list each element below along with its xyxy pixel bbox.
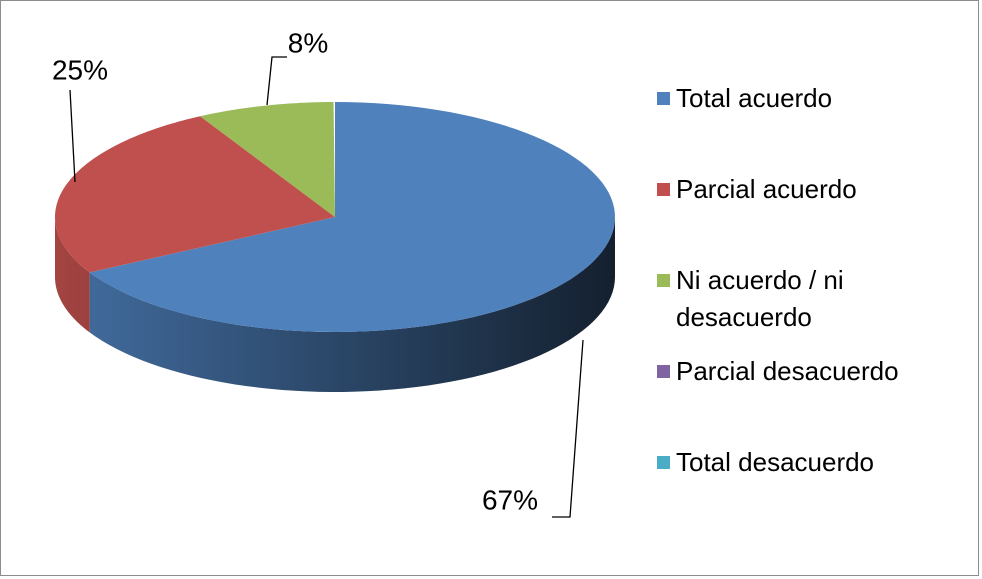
leader-line (266, 56, 287, 106)
legend-swatch (657, 183, 670, 196)
data-label: 25% (52, 54, 108, 85)
data-label: 8% (288, 27, 328, 58)
slice (200, 102, 335, 217)
data-label: 67% (482, 484, 538, 515)
legend-swatch (657, 456, 670, 469)
slice (55, 116, 335, 273)
legend-label: Total acuerdo (676, 83, 833, 113)
slice-side (55, 217, 90, 333)
legend-swatch (657, 92, 670, 105)
legend-item: Ni acuerdo / ni desacuerdo (657, 262, 977, 353)
legend-item: Parcial desacuerdo (657, 353, 977, 444)
legend-label: Ni acuerdo / ni desacuerdo (676, 265, 844, 332)
slice (89, 102, 615, 332)
legend-label: Parcial desacuerdo (676, 356, 899, 386)
legend-item: Parcial acuerdo (657, 171, 977, 262)
legend-label: Parcial acuerdo (676, 174, 857, 204)
leader-line (69, 89, 76, 183)
legend-label: Total desacuerdo (676, 447, 875, 477)
legend: Total acuerdo Parcial acuerdo Ni acuerdo /… (657, 80, 977, 535)
legend-swatch (657, 365, 670, 378)
slice-side (89, 217, 615, 392)
legend-item: Total acuerdo (657, 80, 977, 171)
legend-swatch (657, 274, 670, 287)
legend-item: Total desacuerdo (657, 444, 977, 535)
leader-line (552, 339, 584, 518)
